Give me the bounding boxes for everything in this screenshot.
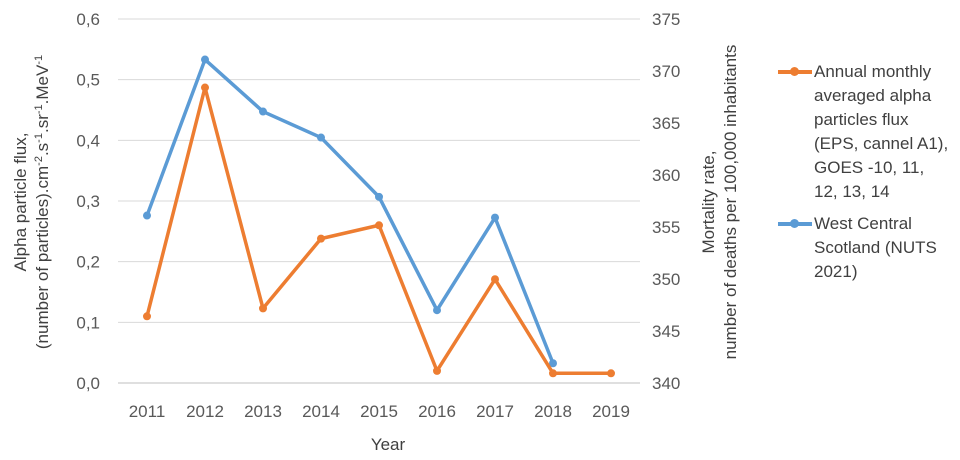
x-tick-label: 2019 [592, 402, 630, 421]
data-point-west-central-scotland [433, 306, 441, 315]
y-right-tick-label: 370 [652, 62, 680, 81]
left-axis-unit-exp: -1 [33, 55, 45, 65]
x-tick-label: 2018 [534, 402, 572, 421]
left-axis-unit-exp: -1 [33, 104, 45, 114]
series-layer [143, 55, 615, 378]
left-axis-title: Alpha particle flux, (number of particle… [11, 55, 52, 349]
data-point-west-central-scotland [549, 359, 557, 368]
data-point-west-central-scotland [201, 55, 209, 64]
y-right-tick-label: 345 [652, 322, 680, 341]
right-axis-title-line1: Mortality rate, [699, 151, 718, 254]
legend-line: averaged alpha [814, 86, 932, 105]
data-point-alpha-flux [549, 369, 557, 378]
legend-item-alpha-flux: Annual monthly averaged alpha particles … [778, 60, 960, 204]
data-point-west-central-scotland [317, 133, 325, 142]
data-point-west-central-scotland [143, 211, 151, 220]
left-axis-title-line1: Alpha particle flux, [11, 133, 30, 272]
legend-item-west-central-scotland: West Central Scotland (NUTS 2021) [778, 212, 960, 284]
legend-marker-west-central-scotland [790, 219, 799, 228]
x-tick-label: 2011 [129, 402, 166, 421]
y-right-tick-label: 365 [652, 114, 680, 133]
y-right-tick-label: 355 [652, 218, 680, 237]
y-right-tick-label: 375 [652, 10, 680, 29]
legend-line: GOES -10, 11, [814, 158, 925, 177]
legend-line: West Central [814, 214, 912, 233]
y-left-tick-label: 0,2 [76, 253, 100, 272]
data-point-alpha-flux [375, 221, 383, 230]
y-left-tick-label: 0,4 [76, 131, 100, 150]
data-point-west-central-scotland [375, 192, 383, 201]
data-point-alpha-flux [433, 366, 441, 375]
x-tick-label: 2017 [476, 402, 514, 421]
x-tick-label: 2012 [186, 402, 224, 421]
gridlines [118, 18, 640, 384]
legend-line: Annual monthly [814, 62, 932, 81]
data-point-alpha-flux [491, 275, 499, 284]
left-axis-unit-part: .sr [33, 114, 52, 133]
left-axis-unit-exp: -2 [33, 156, 45, 166]
legend-line: Scotland (NUTS [814, 238, 937, 257]
left-axis-unit-part: .MeV [33, 64, 52, 104]
tick-labels: 0,0 0,1 0,2 0,3 0,4 0,5 0,6 340 345 350 355 360 365 3… [76, 10, 680, 421]
legend-marker-alpha-flux [790, 67, 799, 76]
left-axis-unit-exp: -1 [33, 133, 45, 143]
legend-line: 12, 13, 14 [814, 182, 890, 201]
y-right-tick-label: 340 [652, 374, 680, 393]
legend-line: particles flux [814, 110, 909, 129]
x-axis-title: Year [371, 435, 406, 454]
legend-label-alpha-flux: Annual monthly averaged alpha particles … [814, 60, 960, 204]
left-axis-unit-part: .s [33, 143, 52, 156]
left-axis-title-line2: (number of particles).cm-2.s-1.sr-1.MeV-… [33, 55, 52, 349]
legend-line: (EPS, cannel A1), [814, 134, 949, 153]
data-point-west-central-scotland [259, 107, 267, 116]
right-axis-title: Mortality rate, number of deaths per 100… [699, 45, 740, 360]
data-point-alpha-flux [317, 234, 325, 243]
y-right-tick-label: 360 [652, 166, 680, 185]
x-tick-label: 2015 [360, 402, 398, 421]
y-left-tick-label: 0,0 [76, 374, 100, 393]
data-point-alpha-flux [607, 369, 615, 378]
data-point-alpha-flux [259, 304, 267, 313]
x-tick-label: 2013 [244, 402, 282, 421]
legend-label-west-central-scotland: West Central Scotland (NUTS 2021) [814, 212, 960, 284]
legend-line: 2021) [814, 262, 858, 281]
x-tick-label: 2016 [418, 402, 456, 421]
y-left-tick-label: 0,1 [76, 313, 100, 332]
right-axis-title-line2: number of deaths per 100,000 inhabitants [721, 45, 740, 360]
left-axis-unit-part: (number of particles).cm [33, 166, 52, 349]
y-right-tick-label: 350 [652, 270, 680, 289]
x-tick-label: 2014 [302, 402, 340, 421]
legend: Annual monthly averaged alpha particles … [778, 60, 960, 292]
y-left-tick-label: 0,5 [76, 71, 100, 90]
y-left-tick-label: 0,6 [76, 10, 100, 29]
data-point-alpha-flux [201, 83, 209, 92]
data-point-alpha-flux [143, 312, 151, 321]
series-line-west-central-scotland [145, 57, 555, 364]
y-left-tick-label: 0,3 [76, 192, 100, 211]
data-point-west-central-scotland [491, 213, 499, 222]
